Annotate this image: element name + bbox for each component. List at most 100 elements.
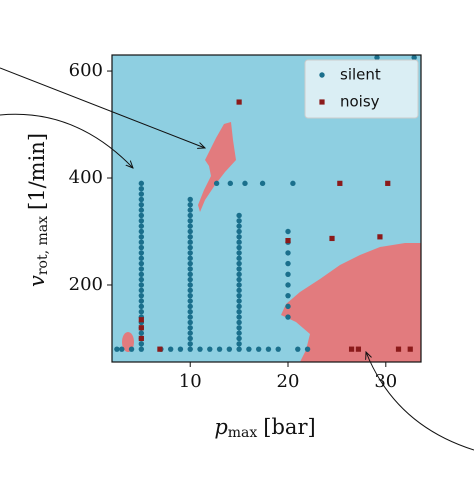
point — [236, 260, 242, 267]
point — [187, 303, 193, 310]
point — [138, 266, 145, 272]
legend-label: noisy — [340, 93, 380, 111]
point — [285, 314, 291, 320]
point — [236, 244, 242, 251]
point — [187, 271, 193, 277]
point — [187, 309, 193, 315]
point — [395, 346, 402, 352]
point — [236, 276, 242, 283]
point — [236, 287, 242, 294]
point — [236, 255, 242, 261]
point — [187, 202, 193, 208]
point — [374, 55, 380, 61]
point — [236, 292, 242, 299]
point — [138, 271, 145, 277]
point — [138, 330, 145, 336]
point — [236, 341, 242, 347]
x-tick-label: 20 — [277, 371, 300, 392]
point — [236, 330, 242, 336]
point — [119, 346, 125, 352]
point — [187, 346, 193, 352]
point — [377, 234, 383, 240]
point — [187, 319, 193, 326]
point — [138, 282, 145, 288]
arrow — [0, 113, 133, 168]
point — [187, 196, 193, 203]
y-axis-label: vrot, max[1/min] — [25, 133, 52, 287]
point — [355, 346, 362, 352]
point — [285, 237, 291, 244]
point — [275, 346, 281, 352]
point — [138, 202, 145, 208]
point — [187, 207, 193, 213]
point — [138, 196, 145, 203]
point — [385, 180, 391, 186]
point — [138, 317, 144, 323]
point — [236, 325, 242, 331]
point — [138, 325, 144, 331]
plot-frame — [111, 54, 422, 363]
point — [236, 250, 242, 256]
point — [138, 292, 145, 299]
point — [285, 292, 291, 299]
point — [207, 346, 213, 352]
x-tick-label: 30 — [374, 371, 397, 392]
point — [187, 330, 193, 336]
point — [138, 341, 145, 347]
point — [213, 180, 220, 187]
point — [236, 266, 242, 272]
point — [187, 325, 193, 331]
point — [138, 260, 145, 267]
point — [187, 218, 193, 224]
point — [236, 309, 242, 315]
point — [227, 180, 234, 187]
point — [285, 271, 291, 277]
point — [177, 346, 184, 352]
point — [407, 346, 413, 352]
point — [329, 235, 335, 242]
point — [167, 346, 174, 352]
point — [236, 282, 242, 288]
point — [236, 319, 242, 326]
point — [187, 276, 193, 283]
point — [138, 276, 145, 283]
point — [138, 335, 144, 342]
point — [138, 287, 145, 294]
point — [138, 239, 145, 245]
point — [187, 239, 193, 245]
x-axis-label: pmax [bar] — [214, 415, 315, 442]
point — [187, 282, 193, 288]
legend-marker — [319, 99, 325, 105]
point — [285, 250, 291, 256]
point — [187, 298, 193, 304]
point — [114, 346, 120, 352]
point — [128, 346, 135, 352]
point — [138, 303, 145, 310]
point — [265, 346, 272, 352]
region — [281, 243, 421, 362]
point — [337, 180, 343, 186]
point — [197, 346, 203, 352]
point — [236, 223, 242, 229]
point — [138, 228, 145, 235]
point — [290, 180, 296, 187]
point — [236, 228, 242, 235]
point — [285, 228, 291, 235]
point — [187, 250, 193, 256]
point — [236, 314, 242, 320]
point — [187, 212, 193, 219]
point — [138, 191, 145, 197]
point — [285, 303, 291, 310]
point — [259, 180, 266, 187]
point — [187, 244, 193, 251]
point — [187, 228, 193, 235]
x-tick-label: 10 — [179, 371, 202, 392]
point — [216, 346, 223, 352]
point — [236, 218, 242, 224]
point — [138, 309, 145, 315]
point — [138, 250, 145, 256]
legend-marker — [319, 72, 325, 78]
point — [138, 234, 145, 240]
point — [285, 260, 291, 267]
